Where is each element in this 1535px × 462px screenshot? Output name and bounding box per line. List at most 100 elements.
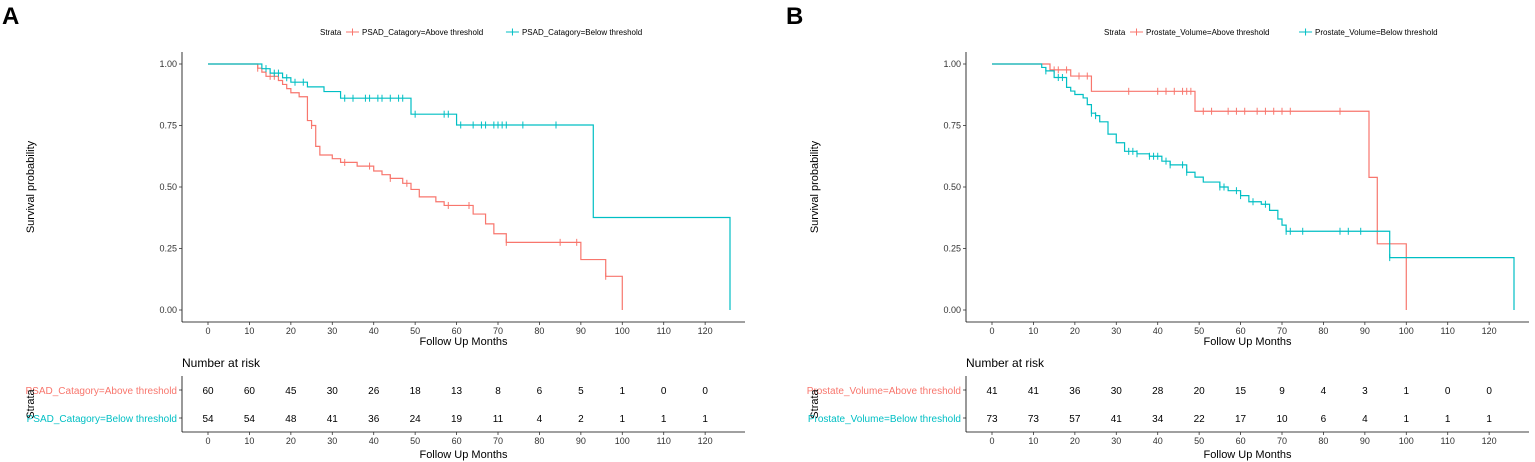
risk-count: 5	[578, 386, 584, 397]
risk-count: 9	[1279, 386, 1285, 397]
survival-curve	[208, 63, 623, 310]
risk-count: 41	[986, 386, 998, 397]
y-tick-label: 0.75	[159, 121, 177, 131]
risk-count: 19	[451, 414, 463, 425]
risk-x-tick-label: 110	[657, 436, 671, 446]
risk-count: 11	[493, 414, 504, 425]
risk-x-tick-label: 90	[576, 436, 586, 446]
risk-x-tick-label: 110	[1441, 436, 1455, 446]
risk-row-label: PSAD_Catagory=Above threshold	[26, 386, 177, 397]
risk-x-tick-label: 120	[1482, 436, 1497, 446]
risk-count: 18	[410, 386, 422, 397]
x-tick-label: 50	[410, 326, 420, 336]
risk-x-tick-label: 30	[327, 436, 337, 446]
risk-x-tick-label: 120	[698, 436, 713, 446]
risk-x-tick-label: 50	[1194, 436, 1204, 446]
x-tick-label: 70	[493, 326, 503, 336]
risk-count: 30	[327, 386, 339, 397]
risk-count: 73	[986, 414, 998, 425]
risk-x-tick-label: 10	[1028, 436, 1038, 446]
risk-count: 6	[537, 386, 543, 397]
risk-row-label: PSAD_Catagory=Below threshold	[27, 414, 177, 425]
x-tick-label: 80	[534, 326, 544, 336]
risk-count: 60	[202, 386, 214, 397]
risk-x-tick-label: 40	[1153, 436, 1163, 446]
y-tick-label: 0.25	[159, 244, 177, 254]
y-tick-label: 0.25	[943, 244, 961, 254]
risk-x-tick-label: 40	[369, 436, 379, 446]
risk-row-label: Prostate_Volume=Above threshold	[807, 386, 961, 397]
x-tick-label: 120	[698, 326, 713, 336]
y-tick-label: 0.50	[943, 182, 961, 192]
legend-item: Prostate_Volume=Below threshold	[1299, 28, 1438, 37]
risk-count: 4	[537, 414, 543, 425]
risk-x-tick-label: 10	[244, 436, 254, 446]
survival-curve	[208, 63, 731, 310]
survival-curve	[992, 63, 1407, 310]
risk-x-tick-label: 70	[493, 436, 503, 446]
x-tick-label: 100	[615, 326, 630, 336]
risk-x-tick-label: 70	[1277, 436, 1287, 446]
legend: Strata PSAD_Catagory=Above threshold PSAD_…	[320, 28, 642, 37]
risk-count: 0	[702, 386, 708, 397]
y-tick-label: 1.00	[943, 59, 961, 69]
x-tick-label: 20	[286, 326, 296, 336]
x-tick-label: 30	[1111, 326, 1121, 336]
risk-count: 34	[1152, 414, 1164, 425]
legend-item: PSAD_Catagory=Above threshold	[346, 28, 483, 37]
risk-count: 57	[1069, 414, 1081, 425]
x-tick-label: 90	[1360, 326, 1370, 336]
legend-label: PSAD_Catagory=Below threshold	[522, 28, 642, 37]
risk-x-axis-title: Follow Up Months	[1203, 449, 1292, 461]
x-tick-label: 100	[1399, 326, 1414, 336]
risk-count: 6	[1321, 414, 1327, 425]
risk-count: 26	[368, 386, 380, 397]
risk-count: 41	[1028, 386, 1040, 397]
risk-y-axis-title: Strata	[25, 388, 37, 418]
risk-x-tick-label: 80	[1318, 436, 1328, 446]
risk-count: 41	[327, 414, 339, 425]
risk-count: 0	[1445, 386, 1451, 397]
risk-x-tick-label: 20	[1070, 436, 1080, 446]
risk-table-title: Number at risk	[966, 356, 1045, 370]
risk-count: 20	[1194, 386, 1206, 397]
x-tick-label: 60	[1236, 326, 1246, 336]
risk-count: 36	[1069, 386, 1081, 397]
x-tick-label: 60	[452, 326, 462, 336]
x-tick-label: 70	[1277, 326, 1287, 336]
legend-title: Strata	[320, 28, 342, 37]
risk-count: 54	[244, 414, 256, 425]
x-tick-label: 90	[576, 326, 586, 336]
legend-label: Prostate_Volume=Above threshold	[1146, 28, 1269, 37]
risk-count: 1	[1486, 414, 1492, 425]
risk-x-tick-label: 60	[452, 436, 462, 446]
x-axis-title: Follow Up Months	[1203, 336, 1292, 348]
survival-curve	[992, 63, 1515, 310]
y-tick-label: 0.00	[943, 305, 961, 315]
x-tick-label: 20	[1070, 326, 1080, 336]
x-tick-label: 110	[657, 326, 671, 336]
risk-x-tick-label: 100	[615, 436, 630, 446]
legend-item: PSAD_Catagory=Below threshold	[505, 28, 642, 37]
risk-count: 41	[1111, 414, 1123, 425]
risk-table: Number at risk Prostate_Volume=Above thre…	[807, 356, 1529, 461]
risk-count: 60	[244, 386, 256, 397]
risk-count: 4	[1321, 386, 1327, 397]
risk-y-axis-title: Strata	[809, 388, 821, 418]
risk-count: 1	[661, 414, 667, 425]
x-tick-label: 40	[369, 326, 379, 336]
panel-label: A	[2, 3, 19, 30]
x-tick-label: 110	[1441, 326, 1455, 336]
series-1	[992, 63, 1515, 310]
y-tick-label: 0.50	[159, 182, 177, 192]
legend-title: Strata	[1104, 28, 1126, 37]
risk-row-label: Prostate_Volume=Below threshold	[808, 414, 961, 425]
x-tick-label: 10	[244, 326, 254, 336]
legend-item: Prostate_Volume=Above threshold	[1130, 28, 1269, 37]
risk-count: 1	[1445, 414, 1451, 425]
x-tick-label: 0	[989, 326, 994, 336]
x-tick-label: 0	[205, 326, 210, 336]
legend: Strata Prostate_Volume=Above threshold Pro…	[1104, 28, 1438, 37]
